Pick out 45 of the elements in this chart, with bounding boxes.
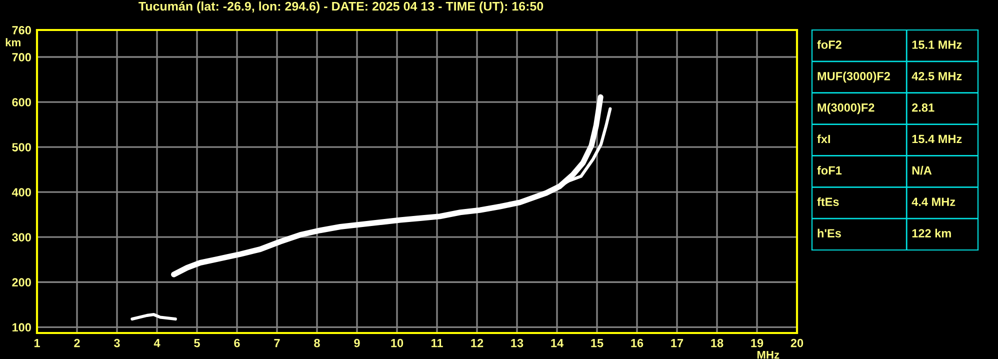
x-tick-label: 19: [751, 338, 764, 348]
y-axis-title: km: [6, 38, 20, 46]
text: 15.1 MHz: [912, 40, 962, 49]
x-tick-label: 8: [314, 338, 320, 348]
x-tick-label: 14: [551, 338, 564, 348]
text: 122 km: [912, 228, 951, 238]
x-tick-label: 13: [511, 338, 524, 348]
x-axis-title: MHz: [757, 350, 780, 359]
text: fxI: [817, 134, 830, 144]
x-tick-label: 11: [432, 338, 443, 348]
text: foF2: [817, 40, 842, 49]
x-tick-label: 18: [711, 338, 724, 348]
x-tick-label: 20: [790, 338, 804, 348]
y-tick-label: 400: [12, 188, 31, 196]
x-tick-label: 5: [194, 338, 200, 348]
y-tick-label: 600: [12, 98, 31, 106]
text: N/A: [912, 166, 932, 175]
chart-title: Tucumán (lat: -26.9, lon: 294.6) - DATE: 2025 04 13 - TIME (UT): 16:50: [138, 1, 544, 14]
text: 42.5 MHz: [912, 72, 962, 80]
x-tick-label: 3: [114, 338, 120, 348]
y-tick-label: 200: [12, 278, 31, 287]
x-tick-label: 7: [274, 338, 280, 348]
x-tick-label: 4: [154, 338, 160, 348]
x-tick-label: 12: [471, 338, 484, 348]
text: MUF(3000)F2: [818, 72, 890, 83]
x-tick-label: 15: [591, 338, 604, 348]
x-tick-label: 6: [234, 338, 240, 348]
x-tick-label: 10: [391, 338, 404, 348]
text: ftEs: [817, 197, 839, 206]
y-tick-label: 760: [12, 26, 31, 34]
x-tick-label: 9: [354, 338, 360, 348]
text: foF1: [817, 166, 842, 175]
text: h'Es: [818, 228, 841, 238]
x-tick-label: 17: [671, 338, 684, 348]
text: 2.81: [912, 103, 934, 112]
y-tick-label: 500: [12, 143, 31, 152]
text: 15.4 MHz: [912, 134, 962, 144]
x-tick-label: 16: [631, 338, 644, 348]
y-tick-label: 300: [12, 233, 31, 242]
y-tick-label: 700: [12, 53, 31, 62]
text: M(3000)F2: [818, 103, 874, 114]
x-tick-label: 2: [74, 338, 80, 348]
text: 4.4 MHz: [912, 198, 956, 206]
y-tick-label: 100: [12, 323, 31, 332]
x-tick-label: 1: [34, 338, 40, 348]
